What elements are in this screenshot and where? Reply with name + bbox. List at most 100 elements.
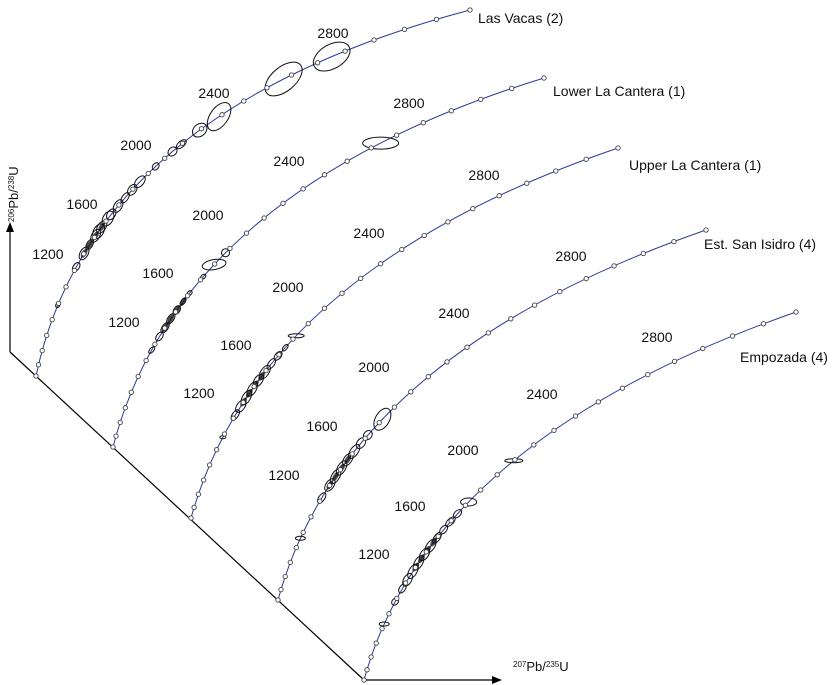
age-tick-marker bbox=[615, 145, 621, 151]
age-tick-marker bbox=[583, 275, 589, 282]
age-tick-marker bbox=[162, 325, 168, 331]
age-tick-marker bbox=[368, 654, 374, 660]
error-ellipse bbox=[133, 175, 146, 189]
age-tick-marker bbox=[364, 667, 370, 673]
age-tick-marker bbox=[191, 504, 197, 511]
age-tick-marker bbox=[435, 533, 441, 539]
error-ellipse bbox=[312, 41, 351, 72]
age-tick-marker bbox=[572, 413, 579, 419]
series-label: Lower La Cantera (1) bbox=[553, 83, 685, 99]
age-tick-marker bbox=[462, 502, 469, 508]
age-tick-marker bbox=[386, 611, 392, 617]
age-tick-marker bbox=[206, 462, 213, 468]
age-tick-marker bbox=[184, 293, 191, 299]
age-tick-marker bbox=[485, 330, 491, 336]
y-label-mass-b: 238 bbox=[7, 175, 16, 189]
error-ellipse bbox=[378, 621, 390, 627]
age-tick-marker bbox=[33, 373, 39, 379]
error-ellipse bbox=[151, 162, 160, 171]
age-tick-marker bbox=[200, 477, 207, 483]
error-ellipse-cluster bbox=[430, 537, 438, 547]
age-tick-marker bbox=[645, 371, 651, 378]
age-tick-marker bbox=[339, 290, 345, 296]
age-tick-marker bbox=[162, 155, 168, 161]
age-tick-marker bbox=[251, 383, 257, 390]
age-tick-marker bbox=[444, 359, 450, 365]
age-label: 1200 bbox=[108, 314, 139, 330]
concordia-series: 1200 1600 2000 2400 2800 Lower La Cantera (1) bbox=[108, 75, 685, 450]
y-label-mass-a: 206 bbox=[7, 208, 16, 222]
series-label: Las Vacas (2) bbox=[478, 10, 563, 26]
age-tick-marker bbox=[197, 277, 204, 283]
age-tick-marker bbox=[729, 333, 736, 339]
age-tick-marker bbox=[619, 385, 626, 391]
age-tick-marker bbox=[179, 140, 186, 146]
age-tick-marker bbox=[39, 347, 45, 354]
age-tick-marker bbox=[420, 120, 426, 126]
error-ellipse-cluster bbox=[258, 371, 265, 381]
age-tick-marker bbox=[394, 595, 400, 602]
age-tick-marker bbox=[377, 261, 384, 267]
age-tick-marker bbox=[143, 357, 149, 364]
age-tick-marker bbox=[117, 419, 123, 426]
x-label-elem-b: U bbox=[559, 659, 568, 674]
age-label: 2400 bbox=[273, 153, 304, 169]
error-ellipse bbox=[167, 146, 178, 157]
error-ellipse-cluster bbox=[418, 554, 425, 564]
age-tick-marker bbox=[219, 112, 225, 118]
concordia-curve bbox=[35, 9, 471, 377]
x-label-mass-a: 207 bbox=[513, 660, 527, 669]
age-tick-marker bbox=[152, 341, 158, 347]
error-ellipse bbox=[127, 183, 138, 196]
age-tick-marker bbox=[337, 467, 344, 473]
age-label: 1600 bbox=[306, 418, 337, 434]
age-tick-marker bbox=[321, 172, 328, 178]
age-tick-marker bbox=[305, 320, 311, 327]
age-tick-marker bbox=[478, 96, 484, 103]
age-tick-marker bbox=[103, 218, 109, 224]
age-tick-marker bbox=[128, 389, 134, 395]
concordia-curve bbox=[190, 147, 619, 519]
age-tick-marker bbox=[553, 168, 559, 174]
x-axis-arrow bbox=[492, 676, 502, 684]
age-label: 2400 bbox=[526, 386, 557, 402]
age-label: 1600 bbox=[66, 196, 97, 212]
series-label: Empozada (4) bbox=[740, 349, 828, 365]
age-tick-marker bbox=[376, 419, 382, 426]
age-tick-marker bbox=[314, 60, 321, 66]
age-tick-marker bbox=[49, 316, 55, 323]
age-label: 1200 bbox=[32, 246, 63, 262]
age-tick-marker bbox=[264, 85, 270, 91]
age-tick-marker bbox=[595, 399, 601, 405]
age-tick-marker bbox=[402, 580, 409, 586]
age-tick-marker bbox=[541, 75, 547, 81]
age-tick-marker bbox=[278, 586, 284, 593]
age-tick-marker bbox=[63, 284, 69, 290]
age-label: 2000 bbox=[272, 279, 303, 295]
age-tick-marker bbox=[230, 415, 237, 421]
error-ellipse bbox=[373, 407, 392, 431]
age-tick-marker bbox=[401, 26, 408, 33]
age-tick-marker bbox=[368, 145, 374, 151]
error-ellipse-cluster bbox=[98, 222, 106, 232]
age-tick-marker bbox=[494, 472, 500, 478]
age-tick-marker bbox=[640, 250, 646, 257]
x-label-elem-a: Pb/ bbox=[526, 659, 546, 674]
age-tick-marker bbox=[321, 305, 328, 311]
age-tick-marker bbox=[531, 302, 538, 308]
age-tick-marker bbox=[300, 529, 306, 536]
age-tick-marker bbox=[393, 132, 400, 138]
error-ellipse bbox=[191, 122, 208, 138]
age-tick-marker bbox=[478, 487, 484, 493]
error-ellipse bbox=[264, 61, 303, 97]
error-ellipse-cluster bbox=[179, 297, 187, 307]
error-ellipse bbox=[294, 535, 306, 541]
age-tick-marker bbox=[130, 186, 136, 192]
age-tick-marker bbox=[391, 404, 398, 410]
age-tick-marker bbox=[524, 180, 530, 186]
error-ellipse bbox=[175, 139, 187, 150]
age-tick-marker bbox=[433, 16, 440, 23]
concordia-series: 1200 1600 2000 2400 2800 Est. San Isidro (4) bbox=[268, 227, 816, 603]
age-tick-marker bbox=[195, 491, 202, 497]
